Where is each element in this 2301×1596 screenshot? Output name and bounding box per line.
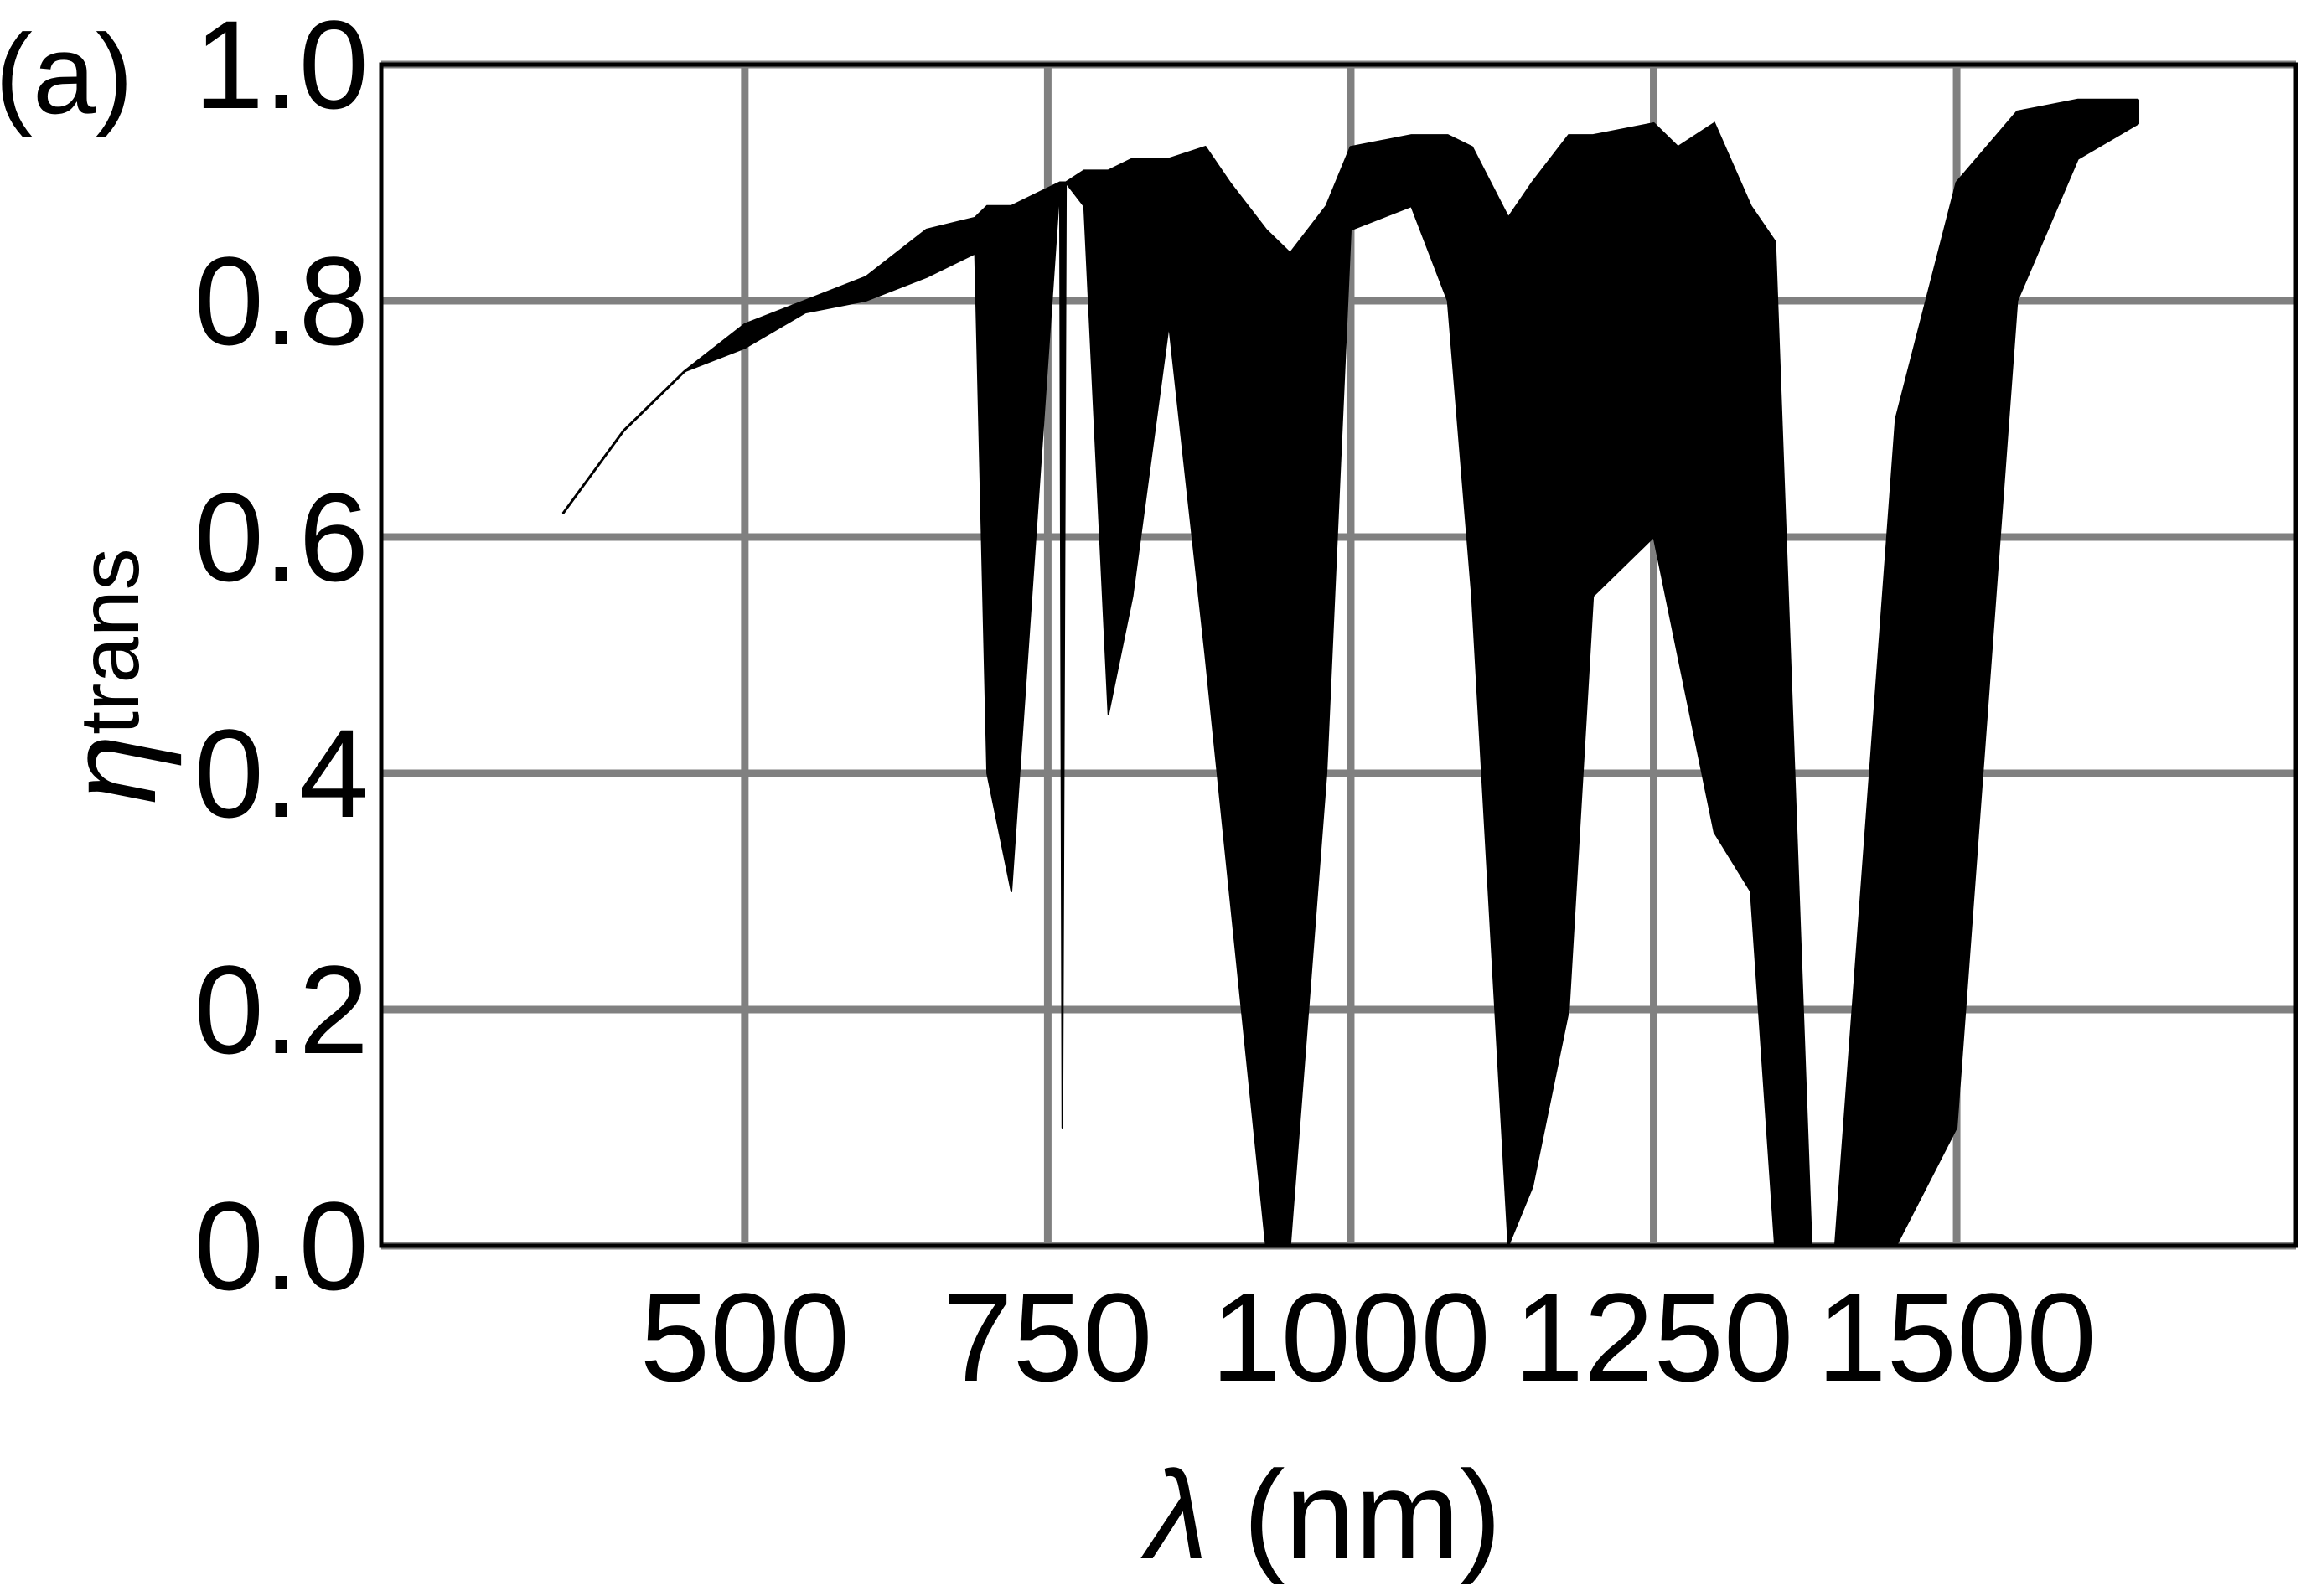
x-tick-label: 1500 xyxy=(1817,1267,2097,1407)
x-tick-label: 1000 xyxy=(1211,1267,1491,1407)
x-axis-unit: (nm) xyxy=(1244,1444,1502,1585)
plot-frame xyxy=(379,62,2298,1248)
x-axis-gap xyxy=(1208,1444,1244,1585)
series-line xyxy=(561,98,2138,1247)
y-axis-symbol: η xyxy=(41,735,182,804)
y-axis-label: ηtrans xyxy=(41,548,182,804)
x-axis-symbol: λ xyxy=(1140,1444,1208,1585)
y-tick-label: 0.6 xyxy=(194,467,369,607)
y-axis-subscript: trans xyxy=(63,548,157,734)
x-axis-label: λ (nm) xyxy=(1140,1444,1502,1585)
y-tick-label: 0.8 xyxy=(194,230,369,371)
y-tick-label: 0.0 xyxy=(194,1175,369,1316)
panel-label: (a) xyxy=(0,11,133,137)
y-tick-label: 0.2 xyxy=(194,939,369,1080)
y-tick-label: 0.4 xyxy=(194,703,369,844)
y-tick-label: 1.0 xyxy=(194,0,369,135)
y-tick-labels: 0.0 0.2 0.4 0.6 0.8 1.0 xyxy=(194,0,369,1316)
x-tick-label: 500 xyxy=(640,1267,850,1407)
x-tick-label: 750 xyxy=(943,1267,1152,1407)
x-tick-label: 1250 xyxy=(1514,1267,1794,1407)
x-tick-labels: 500 750 1000 1250 1500 xyxy=(640,1267,2097,1407)
plot-area xyxy=(561,98,2139,1247)
